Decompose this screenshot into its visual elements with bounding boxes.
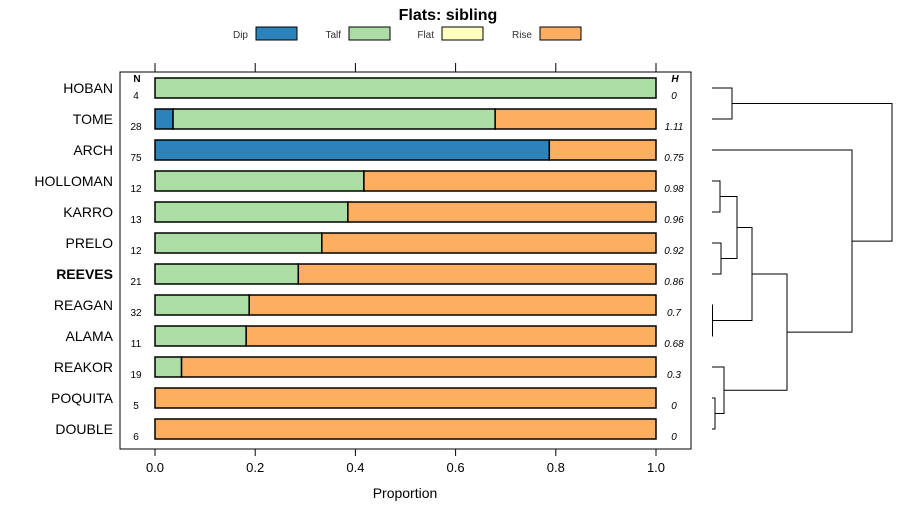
row-label: POQUITA xyxy=(51,390,114,406)
bar-segment-poquita-rise xyxy=(154,387,657,409)
dendrogram-branch xyxy=(712,397,716,430)
bar-segment-karro-rise xyxy=(347,201,657,223)
bar-segment-double-rise xyxy=(154,418,657,440)
h-value: 0 xyxy=(671,401,677,412)
bar-segment-tome-rise xyxy=(494,108,657,130)
h-value: 0.98 xyxy=(664,184,684,195)
row-label: DOUBLE xyxy=(55,421,113,437)
h-value: 0.7 xyxy=(667,308,681,319)
n-header: N xyxy=(133,74,140,85)
bar-segment-reagan-talf xyxy=(154,294,250,316)
x-tick-label: 1.0 xyxy=(647,460,665,475)
legend-swatch-dip xyxy=(255,26,298,41)
dendrogram-branch xyxy=(712,242,722,275)
n-value: 75 xyxy=(130,153,142,164)
bar-segment-karro-talf xyxy=(154,201,349,223)
bar-segment-alama-rise xyxy=(245,325,657,347)
legend-swatch-rise xyxy=(539,26,582,41)
bar-segment-tome-dip xyxy=(154,108,174,130)
bar-segment-arch-dip xyxy=(154,139,551,161)
dendrogram-branch xyxy=(712,180,721,213)
legend-label-rise: Rise xyxy=(512,30,532,41)
h-value: 0.3 xyxy=(667,370,681,381)
h-value: 0.92 xyxy=(664,246,684,257)
h-value: 0.68 xyxy=(664,339,684,350)
bar-segment-reeves-rise xyxy=(297,263,657,285)
row-label: REAKOR xyxy=(54,359,113,375)
bar-segment-holloman-talf xyxy=(154,170,365,192)
x-tick-label: 0.4 xyxy=(346,460,364,475)
row-label: ARCH xyxy=(73,142,113,158)
legend-label-talf: Talf xyxy=(325,30,341,41)
n-value: 13 xyxy=(130,215,142,226)
dendrogram xyxy=(712,87,893,430)
h-value: 0 xyxy=(671,91,677,102)
x-tick-label: 0.0 xyxy=(146,460,164,475)
h-value: 0.75 xyxy=(664,153,684,164)
x-tick-label: 0.8 xyxy=(547,460,565,475)
dendrogram-branch xyxy=(712,366,725,414)
top-axis-ticks xyxy=(154,63,657,72)
legend: Dip Talf Flat Rise xyxy=(233,26,582,41)
bar-segment-reagan-rise xyxy=(248,294,657,316)
bar-segment-reeves-talf xyxy=(154,263,300,285)
bar-segment-reakor-talf xyxy=(154,356,183,378)
legend-swatch-flat xyxy=(441,26,484,41)
bar-segment-prelo-talf xyxy=(154,232,323,254)
n-value: 28 xyxy=(130,122,142,133)
x-tick-label: 0.2 xyxy=(246,460,264,475)
x-axis: 0.0 0.2 0.4 0.6 0.8 1.0 xyxy=(146,449,665,475)
h-header: H xyxy=(671,74,679,85)
bar-segment-arch-rise xyxy=(548,139,657,161)
plot-panel xyxy=(119,71,692,450)
bar-segment-prelo-rise xyxy=(321,232,657,254)
n-value: 4 xyxy=(133,91,139,102)
n-value: 21 xyxy=(130,277,142,288)
dendrogram-branch xyxy=(732,103,893,242)
row-label: REAGAN xyxy=(54,297,113,313)
row-label: KARRO xyxy=(63,204,113,220)
h-value: 0.96 xyxy=(664,215,684,226)
h-value: 1.11 xyxy=(665,122,684,133)
dendrogram-branch xyxy=(720,196,738,259)
row-label: HOLLOMAN xyxy=(34,173,113,189)
bar-segment-alama-talf xyxy=(154,325,247,347)
n-value: 11 xyxy=(131,339,142,350)
n-value: 6 xyxy=(133,432,139,443)
x-axis-title: Proportion xyxy=(373,485,438,501)
n-value: 5 xyxy=(133,401,139,412)
bar-segment-hoban-talf xyxy=(154,77,657,99)
dendrogram-branch xyxy=(724,273,788,391)
legend-label-flat: Flat xyxy=(417,30,434,41)
n-value: 32 xyxy=(130,308,142,319)
x-tick-label: 0.6 xyxy=(447,460,465,475)
row-label: HOBAN xyxy=(63,80,113,96)
dendrogram-branch xyxy=(712,87,733,120)
bar-segment-reakor-rise xyxy=(180,356,657,378)
row-label: ALAMA xyxy=(66,328,114,344)
dendrogram-branch xyxy=(712,304,713,337)
row-label: REEVES xyxy=(56,266,113,282)
bar-segment-holloman-rise xyxy=(363,170,657,192)
dendrogram-branch xyxy=(712,149,853,333)
legend-label-dip: Dip xyxy=(233,30,248,41)
row-label: PRELO xyxy=(66,235,114,251)
legend-swatch-talf xyxy=(348,26,391,41)
row-label: TOME xyxy=(73,111,113,127)
n-value: 12 xyxy=(130,246,142,257)
h-value: 0.86 xyxy=(664,277,684,288)
n-value: 19 xyxy=(130,370,142,381)
n-value: 12 xyxy=(130,184,142,195)
chart-title: Flats: sibling xyxy=(399,7,498,24)
bars-group xyxy=(154,77,657,440)
bar-segment-tome-talf xyxy=(172,108,496,130)
h-value: 0 xyxy=(671,432,677,443)
